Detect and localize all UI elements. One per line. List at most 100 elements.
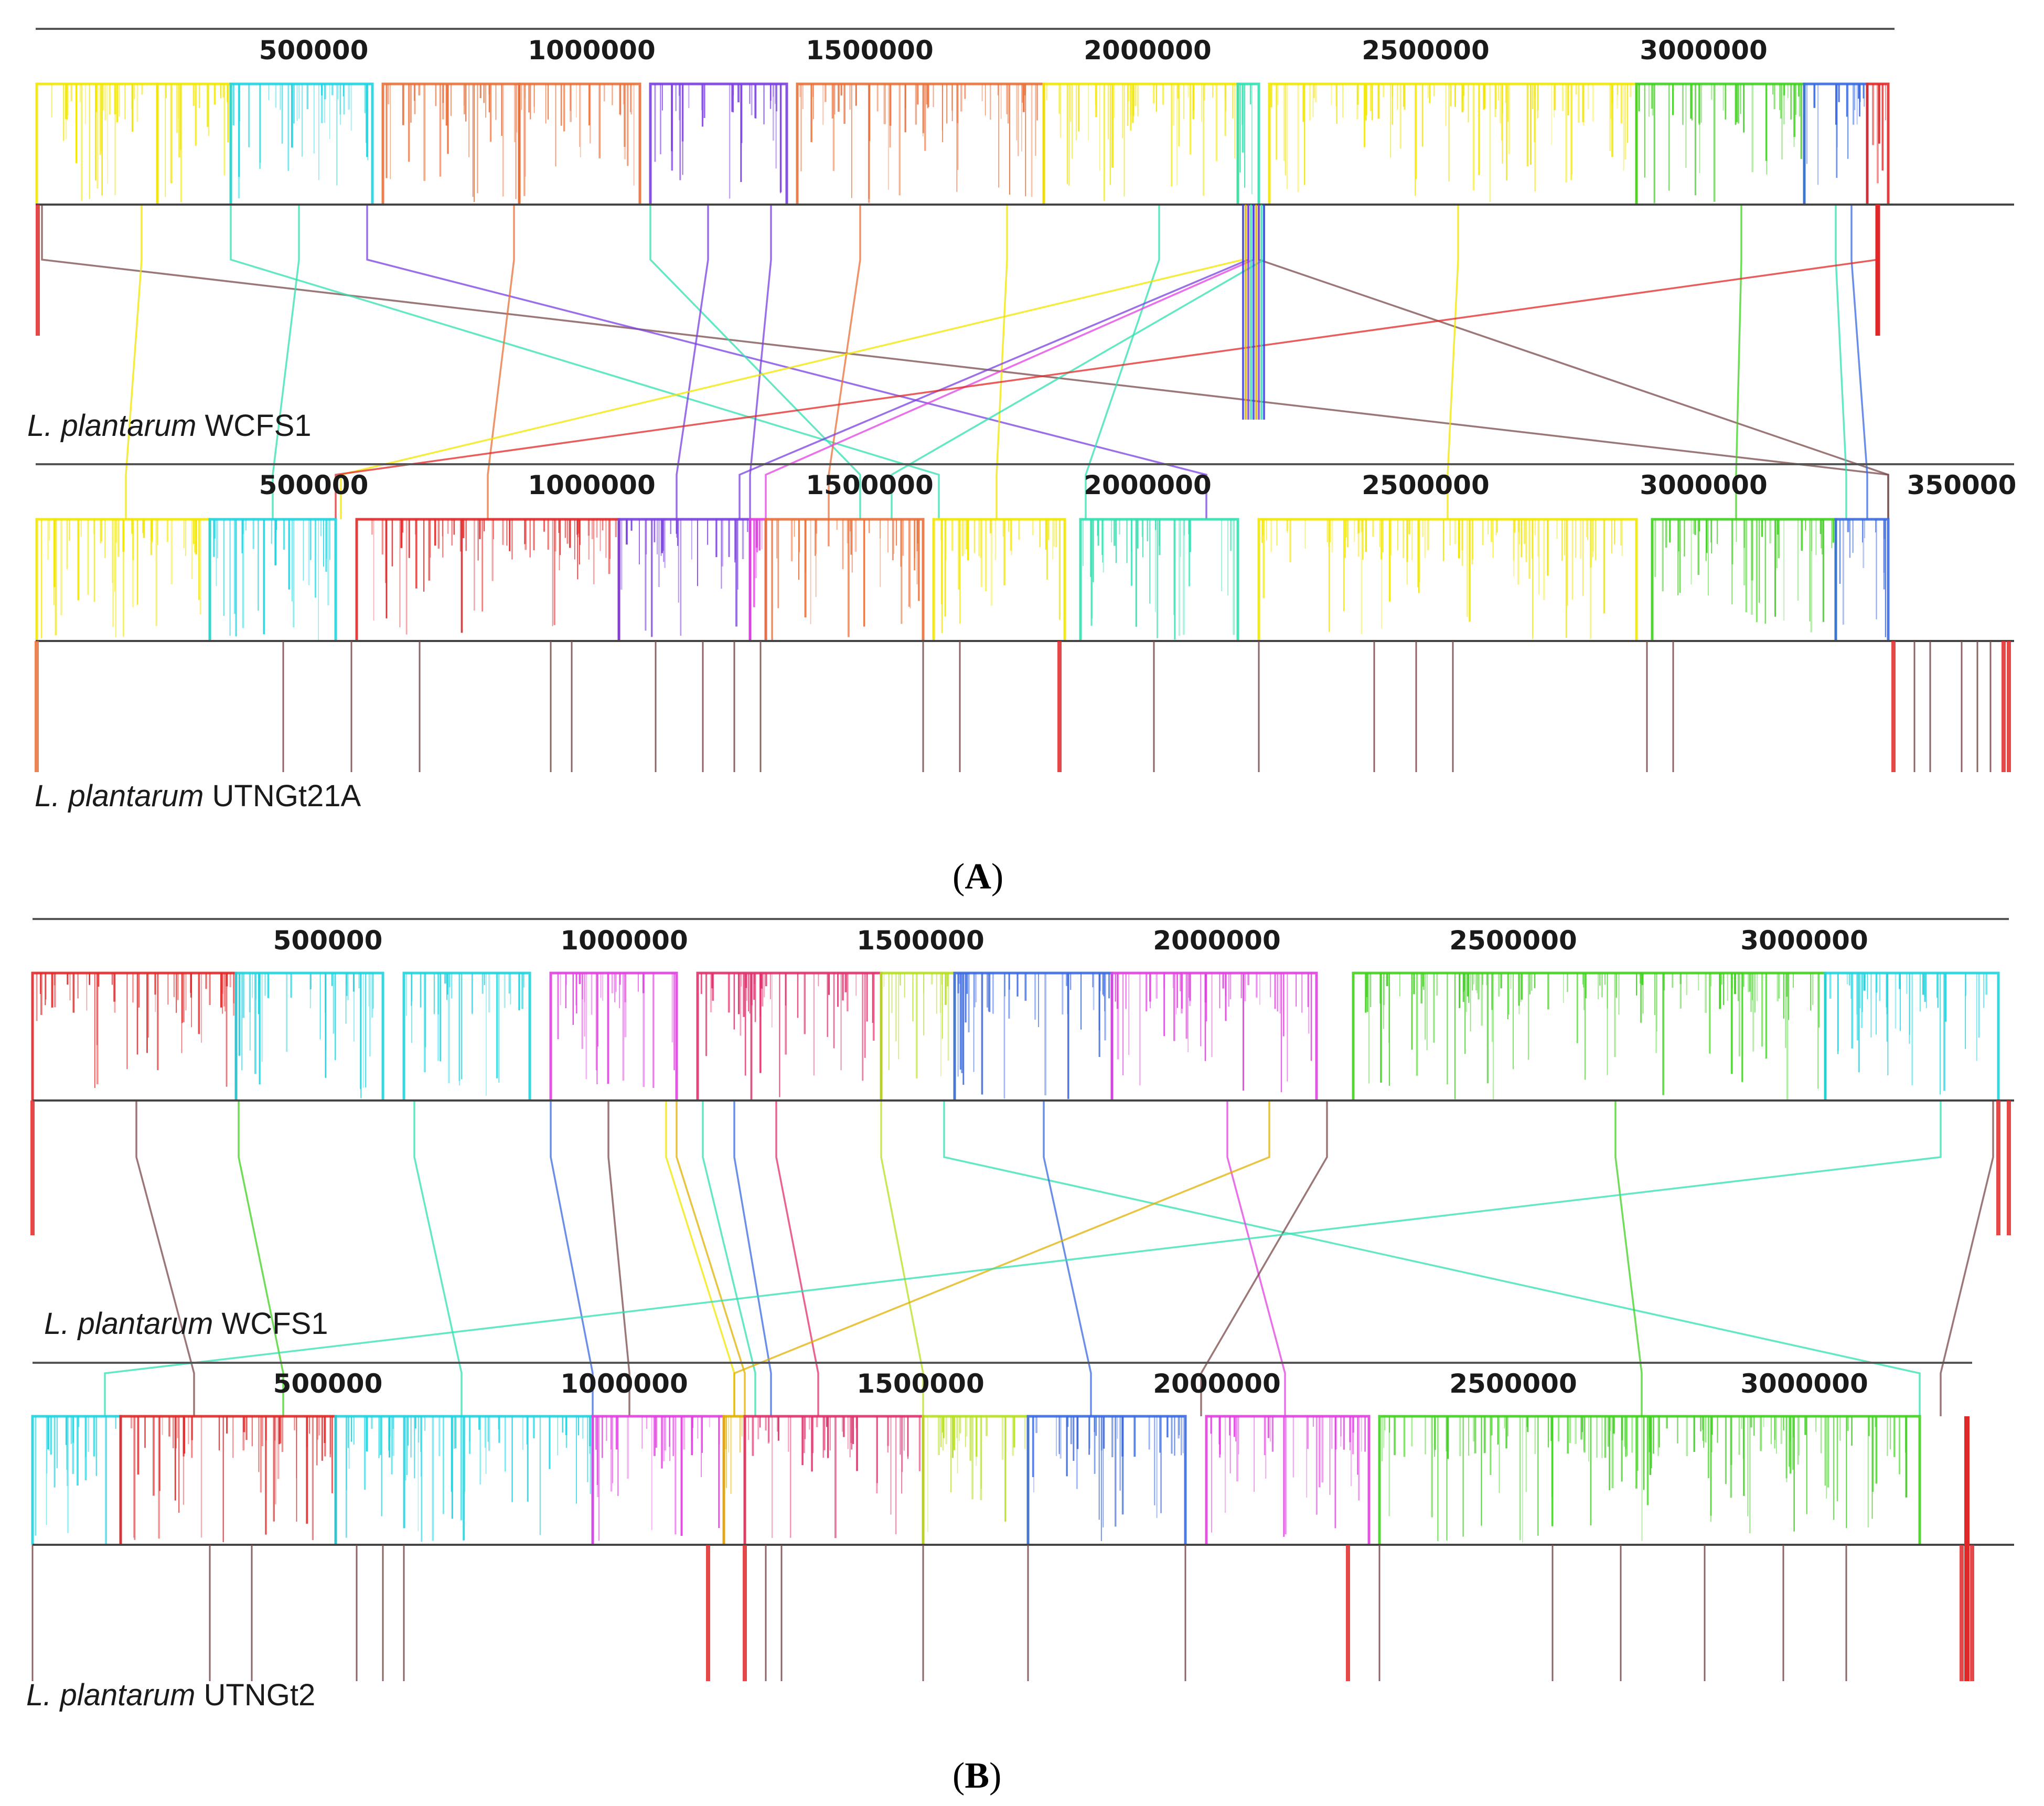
panel-b-reference-lcb-block [1110,971,1318,1100]
panel-a-reference-label: L. plantarum WCFS1 [27,408,312,443]
panel-a-reference-tick-label: 500000 [259,35,369,66]
panel-a-reference-lcb-block [1635,82,1806,205]
panel-a-letter: A [965,857,991,897]
panel-b-reference-tick-label: 3000000 [1740,925,1868,956]
panel-b-query-label: L. plantarum UTNGt2 [26,1677,315,1713]
panel-b-query-tick-label: 2500000 [1449,1369,1577,1399]
panel-a-query-lcb-block [764,518,925,641]
panel-a-reference-strain: WCFS1 [205,409,312,443]
panel-b-lcb-connector [1043,1100,1092,1416]
panel-a-query-lcb-block [932,518,1066,641]
panel-a-query-tick-label: 350000 [1907,470,2017,500]
panel-b-lcb-connector [1940,1100,1994,1416]
panel-b-query-lcb-block [591,1415,725,1545]
panel-a-lcb-connector [125,205,143,519]
panel-a-reference-lcb-block [1268,82,1638,205]
panel-a-lcb-connector [366,205,1207,519]
panel-a-reference-lcb-block [1866,82,1890,205]
panel-b-reference-lcb-block [696,971,883,1100]
panel-b: 500000 1000000 1500000 2000000 2500000 300000… [30,918,2014,1681]
panel-b-reference-tick-label: 2500000 [1449,925,1577,956]
panel-b-query-lcb-block [119,1415,337,1545]
panel-a-lcb-connector [1835,205,1847,519]
panel-b-reference-lcb-block [402,971,531,1100]
panel-a-query-tick-label: 1000000 [528,470,656,500]
panel-a-query-tick-label: 2500000 [1362,470,1490,500]
panel-a-query-label: L. plantarum UTNGt21A [35,778,361,814]
panel-b-query-tick-label: 2000000 [1153,1369,1281,1399]
panel-b-lcb-connector [413,1100,463,1416]
panel-a-query-tick-label: 500000 [259,470,369,500]
panel-a-lcb-connector [1735,205,1742,519]
panel-b-query-lcb-block [922,1415,1030,1545]
panel-a-lcb-connector [272,205,300,519]
panel-a-query-lcb-block [617,518,752,641]
panel-a-lcb-connector [649,205,861,519]
panel-a-query-lcb-block [1651,518,1837,641]
panel-a-lcb-connector [996,205,1008,519]
panel-a-query-tick-label: 3000000 [1640,470,1768,500]
panel-b-reference-tick-label: 500000 [273,925,383,956]
panel-b-lcb-connector [104,1100,1942,1416]
panel-b-lcb-connector [1200,1100,1328,1416]
panel-a-letter-label: (A) [953,857,1004,897]
panel-b-reference-label: L. plantarum WCFS1 [44,1306,328,1341]
panel-b-lcb-connector [943,1100,1921,1416]
panel-b-query-species: L. plantarum [26,1678,196,1712]
panel-b-letter: B [965,1756,990,1796]
panel-b-query-strain: UTNGt2 [204,1678,316,1712]
panel-b-query-lcb-block [1205,1415,1371,1545]
panel-a-reference-tick-label: 2500000 [1362,35,1490,66]
panel-b-reference-lcb-block [31,971,238,1100]
panel-b-reference-lcb-block [1352,971,1827,1100]
panel-a-reference-species: L. plantarum [27,409,197,443]
panel-a-reference-lcb-block [1042,82,1239,205]
panel-b-query-lcb-block [1378,1415,1921,1545]
panel-a-query-tick-label: 2000000 [1084,470,1212,500]
panel-a-reference-lcb-block [381,82,521,205]
panel-b-reference-tick-label: 1000000 [560,925,688,956]
panel-a-query-lcb-block [1257,518,1638,641]
panel-a-reference-tick-label: 1500000 [806,35,934,66]
panel-a-query-lcb-block [35,518,211,641]
panel-b-reference-species: L. plantarum [44,1307,213,1341]
panel-a-lcb-connector [1850,205,1868,519]
panel-a-lcb-connector [749,205,772,519]
panel-b-reference-lcb-block [1824,971,2000,1100]
panel-b-reference-tick-label: 2000000 [1153,925,1281,956]
panel-a-query-strain: UTNGt21A [212,779,361,813]
panel-a-query-lcb-block [1079,518,1239,641]
panel-b-reference-lcb-block [953,971,1114,1100]
panel-b-lcb-connector [733,1100,772,1416]
panel-a-reference-lcb-block [649,82,788,205]
panel-b-query-tick-label: 1000000 [560,1369,688,1399]
panel-a-lcb-connector [487,205,515,519]
panel-b-lcb-connector [238,1100,284,1416]
panel-b-query-lcb-block [722,1415,746,1545]
panel-b-reference-tick-label: 1500000 [857,925,984,956]
panel-a-query-lcb-block [355,518,620,641]
panel-b-lcb-connector [676,1100,746,1416]
panel-a-lcb-connector [828,205,861,519]
panel-a-lcb-connector [676,205,709,519]
panel-a-query-lcb-block [748,518,767,641]
panel-a-reference-lcb-block [518,82,641,205]
panel-a-lcb-connector [1447,205,1459,519]
panel-b-query-lcb-block [334,1415,594,1545]
panel-b-lcb-connector [1226,1100,1286,1416]
panel-a-reference-lcb-block [229,82,374,205]
panel-b-query-lcb-block [31,1415,122,1545]
panel-b-letter-label: (B) [953,1756,1002,1796]
panel-b-lcb-connector [880,1100,924,1416]
panel-b-reference-strain: WCFS1 [221,1307,328,1341]
panel-b-lcb-connector [607,1100,630,1416]
panel-b-lcb-connector [775,1100,819,1416]
panel-a: 500000 1000000 1500000 2000000 2500000 300000… [35,28,2017,772]
panel-b-reference-lcb-block [549,971,678,1100]
panel-a-reference-tick-label: 2000000 [1084,35,1212,66]
panel-a-reference-lcb-block [156,82,232,205]
panel-a-reference-tick-label: 1000000 [528,35,656,66]
panel-b-lcb-connector [702,1100,756,1416]
panel-a-query-lcb-block [1834,518,1890,641]
